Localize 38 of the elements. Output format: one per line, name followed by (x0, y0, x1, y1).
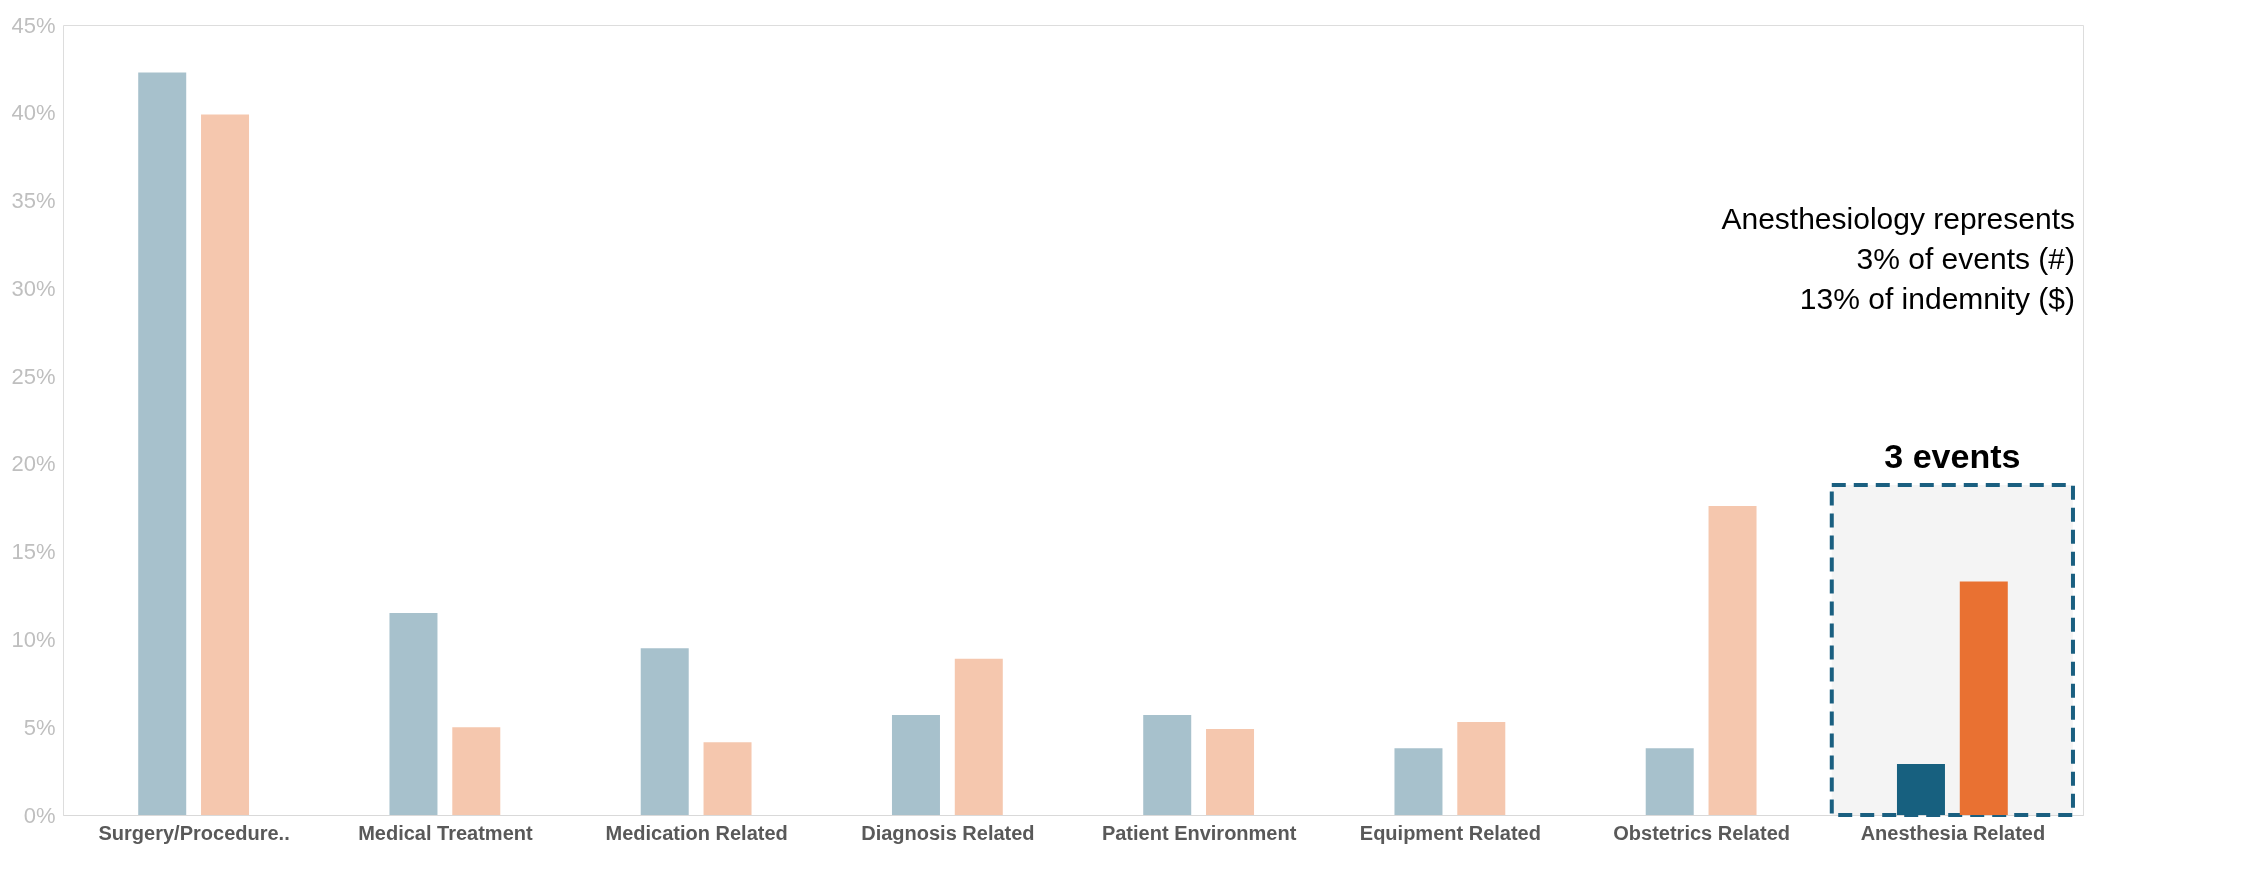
x-tick-label: Equipment Related (1359, 821, 1541, 844)
bar (138, 72, 187, 815)
y-tick-label: 0% (23, 802, 56, 828)
bar (1457, 721, 1506, 815)
bar (1959, 581, 2008, 815)
x-tick-label: Diagnosis Related (861, 821, 1035, 844)
bar (640, 648, 689, 815)
y-tick-label: 30% (11, 275, 56, 301)
annotation: 3% of events (#) (1856, 242, 2075, 275)
bar (703, 742, 752, 815)
x-tick-label: Anesthesia Related (1860, 821, 2046, 844)
bar (1143, 714, 1192, 815)
y-tick-label: 35% (11, 188, 56, 214)
y-tick-label: 45% (11, 12, 56, 38)
bar (452, 727, 501, 815)
bar (201, 114, 250, 815)
bar (389, 613, 438, 815)
bar (891, 714, 940, 815)
y-tick-label: 25% (11, 363, 56, 389)
bar (1645, 748, 1694, 815)
x-tick-label: Medical Treatment (358, 821, 533, 844)
bar (1206, 728, 1255, 815)
y-tick-label: 5% (23, 714, 56, 740)
annotation: Anesthesiology represents (1721, 202, 2075, 235)
annotation: 3 events (1884, 436, 2021, 475)
annotation: 13% of indemnity ($) (1799, 282, 2075, 315)
bar (954, 658, 1003, 815)
bar (1394, 748, 1443, 815)
bar (1896, 764, 1945, 815)
x-tick-label: Obstetrics Related (1613, 821, 1790, 844)
y-tick-label: 20% (11, 451, 56, 477)
y-tick-label: 10% (11, 626, 56, 652)
x-tick-label: Medication Related (605, 821, 788, 844)
x-tick-label: Surgery/Procedure.. (98, 821, 290, 844)
bar (1708, 506, 1757, 815)
y-tick-label: 15% (11, 539, 56, 565)
x-tick-label: Patient Environment (1101, 821, 1297, 844)
y-tick-label: 40% (11, 100, 56, 126)
